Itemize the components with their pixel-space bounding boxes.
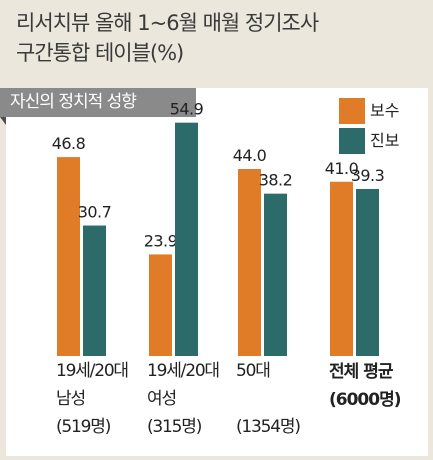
bar-conservative-2 (238, 169, 261, 356)
category-label-line-0-0: 19세/20대 (56, 361, 129, 381)
chart-subtitle-banner: 자신의 정치적 성향 (0, 88, 196, 117)
category-label-3: 전체 평균 (6000명) (329, 358, 401, 414)
category-label-2: 50대 (1354명) (236, 357, 301, 441)
value-label-progressive-2: 38.2 (259, 171, 293, 190)
legend-swatch-progressive (339, 128, 365, 154)
value-label-progressive-0: 30.7 (78, 203, 112, 222)
banner-fold (0, 117, 6, 125)
bar-progressive-2 (264, 193, 287, 356)
bar-conservative-1 (149, 254, 172, 356)
title-line-1: 리서치뷰 올해 1~6월 매월 정기조사 (16, 11, 319, 35)
category-label-line-0-2: (519명) (56, 417, 111, 437)
value-label-progressive-1: 54.9 (170, 100, 204, 119)
bar-conservative-3 (330, 181, 353, 356)
value-label-conservative-2: 44.0 (233, 146, 267, 165)
legend-swatch-conservative (339, 98, 365, 124)
category-label-line-2-2: (1354명) (236, 417, 301, 437)
category-label-line-0-1: 남성 (56, 389, 86, 409)
title-line-2: 구간통합 테이블(%) (16, 41, 184, 65)
chart-title: 리서치뷰 올해 1~6월 매월 정기조사 구간통합 테이블(%) (16, 8, 426, 68)
category-label-line-2-1 (236, 385, 300, 413)
bar-progressive-3 (356, 188, 379, 356)
category-label-line-3-1: (6000명) (329, 390, 401, 410)
category-label-line-1-0: 19세/20대 (147, 361, 220, 381)
category-label-line-3-0: 전체 평균 (329, 362, 393, 382)
value-label-conservative-1: 23.9 (144, 231, 178, 250)
category-label-line-2-0: 50대 (236, 361, 271, 381)
chart-subtitle: 자신의 정치적 성향 (10, 92, 137, 112)
category-label-line-1-2: (315명) (147, 417, 202, 437)
bar-progressive-0 (83, 225, 106, 356)
bar-conservative-0 (57, 157, 80, 356)
value-label-conservative-0: 46.8 (52, 134, 86, 153)
value-label-progressive-3: 39.3 (351, 166, 385, 185)
legend-label-progressive: 진보 (370, 131, 400, 150)
bar-progressive-1 (175, 122, 198, 356)
category-label-line-1-1: 여성 (147, 389, 177, 409)
value-label-conservative-3: 41.0 (325, 159, 359, 178)
legend-label-conservative: 보수 (370, 101, 400, 120)
